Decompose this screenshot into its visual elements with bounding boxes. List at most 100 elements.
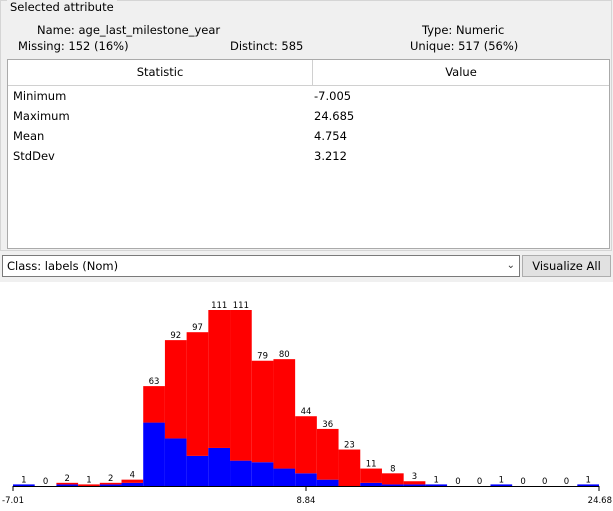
- histogram-bar-segment: [403, 484, 426, 486]
- table-row[interactable]: Maximum 24.685: [8, 106, 609, 126]
- bar-count-label: 1: [434, 475, 439, 485]
- histogram-bar-segment: [56, 484, 79, 486]
- histogram-bar-segment: [295, 473, 317, 486]
- histogram-bar-segment: [230, 310, 252, 461]
- histogram-bar-segment: [381, 484, 404, 486]
- histogram-bar-segment: [316, 428, 339, 480]
- statistic-cell: Minimum: [13, 89, 67, 103]
- statistic-cell: StdDev: [13, 149, 55, 163]
- selected-attribute-panel: Selected attribute Name: age_last_milest…: [0, 0, 612, 251]
- histogram-bar-segment: [186, 332, 209, 456]
- histogram-bar-segment: [273, 359, 296, 469]
- type-row: Type: Numeric: [422, 23, 504, 37]
- statistic-cell: Maximum: [13, 109, 70, 123]
- column-header-value[interactable]: Value: [445, 65, 477, 79]
- bar-count-label: 92: [170, 331, 181, 341]
- bar-count-label: 79: [257, 352, 268, 362]
- type-label: Type:: [422, 23, 453, 37]
- histogram-bar-segment: [425, 484, 448, 486]
- statistics-table[interactable]: Statistic Value Minimum -7.005 Maximum 2…: [7, 59, 610, 249]
- bar-count-label: 23: [344, 441, 355, 451]
- histogram-bar-segment: [381, 473, 404, 485]
- table-row[interactable]: Mean 4.754: [8, 126, 609, 146]
- table-row[interactable]: Minimum -7.005: [8, 86, 609, 106]
- visualize-all-button[interactable]: Visualize All: [522, 255, 611, 277]
- histogram-bar-segment: [56, 482, 79, 485]
- bar-count-label: 0: [43, 477, 48, 487]
- table-row[interactable]: StdDev 3.212: [8, 146, 609, 166]
- bar-count-label: 0: [542, 477, 547, 487]
- x-tick-label: -7.01: [2, 496, 24, 506]
- histogram-bar-segment: [121, 482, 144, 486]
- bar-count-label: 1: [86, 475, 91, 485]
- distinct-label: Distinct:: [230, 39, 278, 53]
- bar-count-label: 0: [520, 477, 525, 487]
- value-cell: 24.685: [314, 109, 355, 123]
- histogram-bar-segment: [360, 482, 382, 486]
- bar-count-label: 97: [192, 323, 203, 333]
- histogram-bar-segment: [208, 310, 231, 448]
- bar-count-label: 63: [149, 377, 160, 387]
- missing-label: Missing:: [18, 39, 65, 53]
- bar-count-label: 80: [279, 350, 290, 360]
- histogram-bar-segment: [273, 468, 296, 486]
- class-select-value: Class: labels (Nom): [7, 259, 119, 273]
- histogram-bar-segment: [338, 449, 361, 486]
- bar-count-label: 36: [322, 420, 333, 430]
- statistic-cell: Mean: [13, 129, 45, 143]
- value-cell: 4.754: [314, 129, 347, 143]
- missing-value: 152 (16%): [68, 39, 129, 53]
- histogram-bar-segment: [360, 468, 382, 483]
- histogram-bar-segment: [577, 484, 599, 486]
- bar-count-label: 2: [65, 474, 70, 484]
- value-cell: 3.212: [314, 149, 347, 163]
- unique-row: Unique: 517 (56%): [410, 39, 518, 53]
- unique-value: 517 (56%): [458, 39, 519, 53]
- bar-count-label: 0: [455, 477, 460, 487]
- bar-count-label: 1: [499, 475, 504, 485]
- name-row: Name: age_last_milestone_year: [37, 23, 220, 37]
- class-select[interactable]: Class: labels (Nom) ⌄: [2, 255, 520, 277]
- bar-count-label: 11: [366, 460, 377, 470]
- selected-attribute-title: Selected attribute: [7, 0, 117, 14]
- histogram-bar-segment: [164, 438, 187, 486]
- histogram-bar-segment: [99, 484, 122, 486]
- bar-count-label: 111: [211, 301, 227, 311]
- histogram-bar-segment: [99, 482, 122, 485]
- histogram-panel: 1 0 2 1 2 4 63 92 97 111 111 79 80 44 36 23 11 8 3 1 0 0 1 0 0 0 1…: [0, 282, 613, 511]
- type-value: Numeric: [455, 23, 505, 37]
- distinct-row: Distinct: 585: [230, 39, 303, 53]
- bar-count-label: 0: [477, 477, 482, 487]
- bar-count-label: 4: [130, 471, 135, 481]
- chevron-down-icon[interactable]: ⌄: [506, 260, 515, 271]
- bar-count-label: 3: [412, 472, 417, 482]
- histogram-bar-segment: [78, 484, 100, 486]
- histogram-bar-segment: [186, 455, 209, 486]
- table-header: Statistic Value: [8, 60, 609, 86]
- bar-count-label: 8: [390, 464, 395, 474]
- x-tick-label: 8.84: [297, 496, 316, 506]
- histogram-chart: 1 0 2 1 2 4 63 92 97 111 111 79 80 44 36 23 11 8 3 1 0 0 1 0 0 0 1…: [2, 301, 612, 506]
- histogram-bar-segment: [121, 479, 144, 483]
- distinct-value: 585: [281, 39, 304, 53]
- histogram-bar-segment: [251, 462, 274, 486]
- value-cell: -7.005: [314, 89, 352, 103]
- bar-count-label: 1: [585, 475, 590, 485]
- histogram-bar-segment: [143, 386, 165, 423]
- bar-count-label: 1: [21, 475, 26, 485]
- histogram-bar-segment: [403, 481, 426, 485]
- histogram-bar-segment: [251, 360, 274, 463]
- bar-count-label: 0: [564, 477, 569, 487]
- histogram-bar-segment: [295, 416, 317, 474]
- bar-count-label: 111: [233, 301, 249, 311]
- histogram-bar-segment: [316, 479, 339, 486]
- histogram-bar-segment: [490, 484, 513, 486]
- unique-label: Unique:: [410, 39, 455, 53]
- histogram-bar-segment: [13, 484, 35, 486]
- missing-row: Missing: 152 (16%): [18, 39, 129, 53]
- column-header-statistic[interactable]: Statistic: [8, 60, 313, 85]
- name-label: Name:: [37, 23, 75, 37]
- bar-count-label: 2: [108, 474, 113, 484]
- histogram-bar-segment: [143, 422, 165, 486]
- histogram-bar-segment: [230, 460, 252, 486]
